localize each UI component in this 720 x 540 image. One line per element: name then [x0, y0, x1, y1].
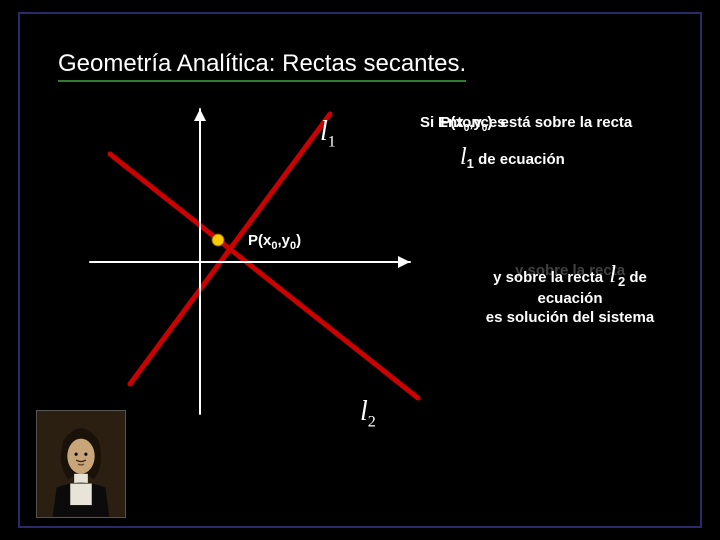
exp2-l: l [609, 262, 616, 288]
exp2-a-fg: y sobre la recta l2 de [420, 262, 720, 289]
line1-subscript: 1 [328, 134, 336, 151]
p-prefix: P(x [248, 232, 271, 249]
line1-letter: l [320, 116, 328, 147]
exp2-l-sub: 2 [618, 274, 625, 289]
exp1-rest: está sobre la recta [501, 114, 633, 131]
line2-letter: l [360, 396, 368, 427]
exp1-line1: Si P(x0,y0) está sobre la recta Entonces [420, 114, 720, 136]
exp2-a-text: y sobre la recta [493, 269, 603, 286]
intersection-point-label: P(x0,y0) [248, 232, 301, 252]
line2-label: l2 [360, 396, 376, 432]
exp1-l-sub: 1 [467, 156, 474, 171]
page-title: Geometría Analítica: Rectas secantes. [58, 50, 466, 82]
exp2-b: de [629, 269, 647, 286]
p-suffix: ) [296, 232, 301, 249]
exp1-line2: l1 de ecuación [460, 144, 720, 171]
line2-subscript: 2 [368, 414, 376, 431]
line1-label: l1 [320, 116, 336, 152]
p-mid: ,y [277, 232, 290, 249]
exp1-si: Si [420, 114, 434, 131]
exp1-entonces-overlap: Entonces [438, 114, 506, 131]
portrait-svg [37, 411, 125, 517]
explanation-block-1: Si P(x0,y0) está sobre la recta Entonces… [420, 114, 720, 171]
secant-lines-diagram [70, 94, 430, 424]
descartes-portrait [36, 410, 126, 518]
exp2-line1: y sobre la recta y sobre la recta l2 de [420, 262, 720, 288]
exp1-l: l [460, 144, 467, 170]
exp2-line2: ecuación [420, 290, 720, 307]
exp2-line3: es solución del sistema [420, 309, 720, 326]
explanation-block-2: y sobre la recta y sobre la recta l2 de … [420, 262, 720, 326]
slide-frame: Geometría Analítica: Rectas secantes. l1… [18, 12, 702, 528]
diagram-svg [70, 94, 430, 424]
exp1-rest2: de ecuación [474, 151, 565, 168]
